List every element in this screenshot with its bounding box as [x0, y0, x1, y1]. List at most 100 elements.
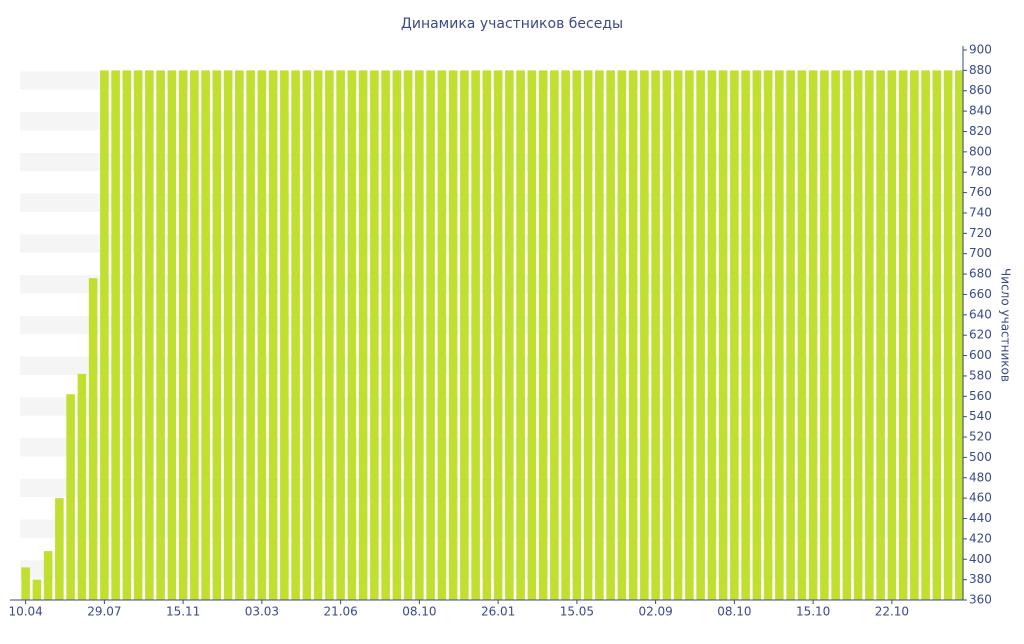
bar	[370, 70, 379, 601]
bar	[887, 70, 897, 601]
y-tick-label: 500	[969, 450, 992, 464]
bar	[808, 70, 818, 601]
bar	[122, 70, 132, 601]
x-tick-label: 15.05	[560, 605, 594, 619]
bar	[943, 70, 953, 601]
bar	[775, 70, 784, 601]
x-tick-label: 15.10	[796, 605, 830, 619]
y-tick-label: 420	[969, 531, 992, 545]
bar	[358, 70, 368, 601]
bar	[955, 70, 964, 601]
y-tick-label: 660	[969, 287, 992, 301]
x-tick-label: 26.01	[481, 605, 515, 619]
y-tick-label: 820	[969, 124, 992, 138]
bar	[280, 70, 289, 601]
bar	[685, 70, 694, 601]
bar	[673, 70, 683, 601]
bar	[606, 70, 615, 601]
bar	[313, 70, 323, 601]
y-tick-label: 720	[969, 226, 992, 240]
bar	[66, 394, 75, 600]
y-tick-label: 640	[969, 307, 992, 321]
bar	[786, 70, 795, 601]
bar	[505, 70, 514, 601]
bar	[302, 70, 312, 601]
bar	[268, 70, 278, 601]
y-tick-label: 780	[969, 165, 992, 179]
bar	[88, 278, 98, 600]
bar	[752, 70, 762, 601]
bar	[448, 70, 458, 601]
x-tick-label: 10.04	[8, 605, 42, 619]
chart-title: Динамика участников беседы	[401, 16, 623, 32]
y-tick-label: 680	[969, 267, 992, 281]
bar	[820, 70, 829, 601]
bar	[561, 70, 570, 601]
bar	[178, 70, 188, 601]
y-axis-label: Число участников	[999, 268, 1013, 382]
bar	[640, 70, 649, 601]
bar	[707, 70, 717, 601]
bar	[550, 70, 559, 601]
bar	[257, 70, 267, 601]
y-tick-label: 760	[969, 185, 992, 199]
bar	[932, 70, 942, 601]
bar	[426, 70, 435, 601]
bar	[718, 70, 728, 601]
bar	[212, 70, 222, 601]
bar	[651, 70, 660, 601]
y-tick-label: 900	[969, 43, 992, 57]
bar	[43, 551, 53, 600]
bar	[145, 70, 154, 601]
bar	[156, 70, 165, 601]
y-tick-label: 360	[969, 593, 992, 607]
bar	[100, 70, 109, 601]
bar	[865, 70, 874, 601]
bar	[55, 498, 64, 600]
y-tick-label: 440	[969, 511, 992, 525]
bar	[246, 70, 255, 601]
bar	[662, 70, 672, 601]
bar	[741, 70, 750, 601]
y-tick-label: 860	[969, 83, 992, 97]
bar	[415, 70, 424, 601]
x-tick-label: 22.10	[875, 605, 909, 619]
y-tick-label: 580	[969, 368, 992, 382]
bar	[730, 70, 739, 601]
y-tick-label: 700	[969, 246, 992, 260]
x-tick-label: 08.10	[717, 605, 751, 619]
bar	[437, 70, 447, 601]
bar	[201, 70, 210, 601]
bar	[527, 70, 537, 601]
y-tick-label: 560	[969, 389, 992, 403]
bar	[572, 70, 582, 601]
x-tick-label: 15.11	[166, 605, 200, 619]
bar	[235, 70, 244, 601]
bar	[291, 70, 300, 601]
bar	[831, 70, 840, 601]
bar	[853, 70, 863, 601]
bar	[763, 70, 773, 601]
bar	[167, 70, 177, 601]
y-tick-label: 540	[969, 409, 992, 423]
bar	[921, 70, 930, 601]
bar	[190, 70, 199, 601]
bar	[403, 70, 413, 601]
bar	[876, 70, 885, 601]
bar	[336, 70, 345, 601]
y-tick-label: 800	[969, 144, 992, 158]
bar	[32, 579, 42, 600]
x-tick-label: 29.07	[87, 605, 121, 619]
bar	[482, 70, 492, 601]
y-tick-label: 380	[969, 572, 992, 586]
x-tick-label: 21.06	[323, 605, 357, 619]
bar	[392, 70, 402, 601]
bar	[77, 373, 87, 600]
bar	[133, 70, 143, 601]
bar	[493, 70, 503, 601]
bar	[325, 70, 334, 601]
bar	[516, 70, 525, 601]
y-tick-label: 520	[969, 430, 992, 444]
